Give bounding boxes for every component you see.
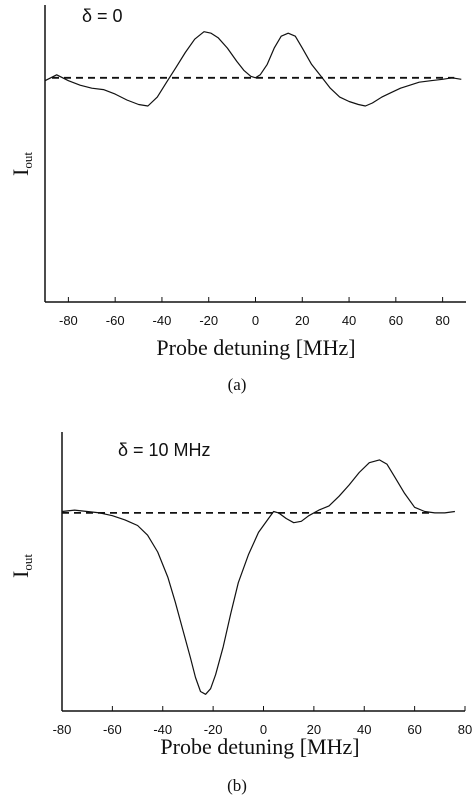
panel-b-x-tick-label: -40 [153,722,172,737]
panel-b-x-tick-label: 0 [260,722,267,737]
panel-a-annotation: δ = 0 [82,6,123,26]
panel-a: -80 -60 -40 -20 0 20 40 60 80 δ = 0 Iout Probe d… [8,5,466,394]
panel-a-x-tick-label: -60 [106,313,125,328]
panel-b-caption: (b) [227,776,247,795]
panel-a-x-tick-label: 0 [252,313,259,328]
panel-b-x-tick-label: -80 [53,722,72,737]
panel-b-x-tick-label: 60 [407,722,421,737]
panel-a-signal-line [44,31,462,107]
panel-a-x-tick-label: 40 [342,313,356,328]
panel-a-x-tick-label: -40 [153,313,172,328]
panel-b-x-tick-label: 40 [357,722,371,737]
panel-a-x-axis-label: Probe detuning [MHz] [156,335,355,360]
panel-a-x-tick-label: 20 [295,313,309,328]
panel-a-x-tick-label: -80 [59,313,78,328]
panel-b-x-tick-label: -60 [103,722,122,737]
panel-b-annotation: δ = 10 MHz [118,440,211,460]
panel-b-x-axis-label: Probe detuning [MHz] [160,734,359,759]
panel-b-signal-line [61,459,455,695]
panel-a-x-tick-label: 80 [435,313,449,328]
panel-b-x-tick-label: 80 [458,722,472,737]
panel-a-x-tick-label: 60 [389,313,403,328]
panel-b-x-tick-label: 20 [307,722,321,737]
panel-a-x-tick-label: -20 [199,313,218,328]
panel-b: -80 -60 -40 -20 0 20 40 60 80 δ = 10 MHz Iout Pr… [8,432,472,795]
panel-b-x-tick-label: -20 [204,722,223,737]
panel-a-caption: (a) [228,375,247,394]
panel-a-y-axis-label: Iout [8,152,35,176]
panel-b-y-axis-label: Iout [8,554,35,578]
